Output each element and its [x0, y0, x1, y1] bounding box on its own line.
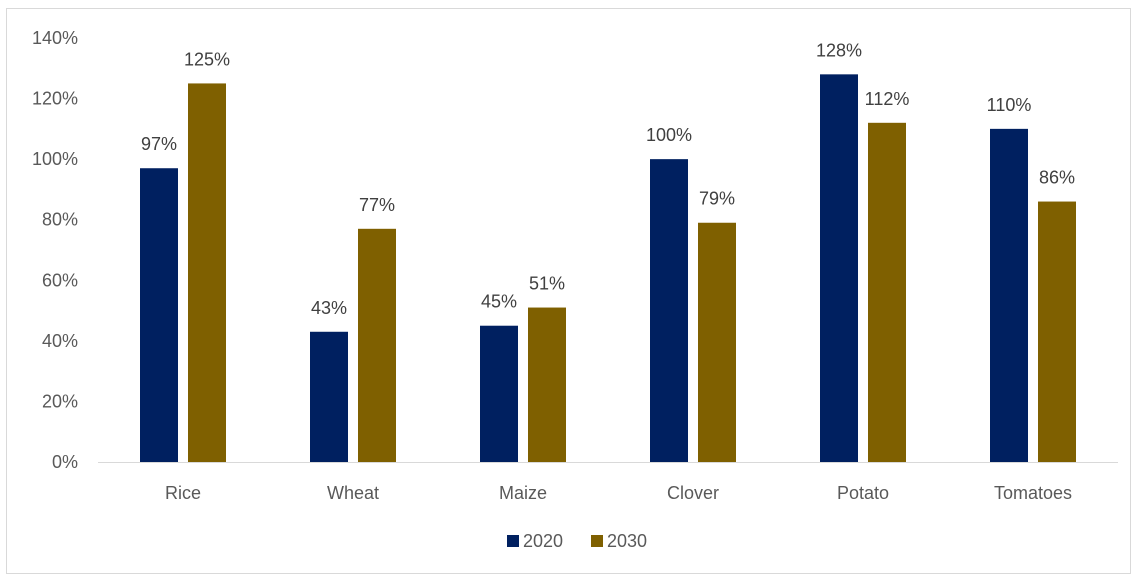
bar-2030-potato — [868, 122, 906, 463]
data-label-2020-potato: 128% — [816, 40, 862, 60]
data-labels: 97% 125% 43% 77% 45% 51% 100% 79% 128% 112% 110% 86… — [141, 40, 1075, 317]
y-tick-label: 20% — [42, 391, 78, 411]
legend-swatch-2020 — [507, 535, 519, 547]
category-labels: Rice Wheat Maize Clover Potato Tomatoes — [165, 483, 1072, 503]
data-label-2020-tomatoes: 110% — [987, 95, 1032, 115]
category-label-rice: Rice — [165, 483, 201, 503]
data-label-2020-wheat: 43% — [311, 298, 347, 318]
bar-2020-maize — [480, 325, 518, 462]
data-label-2020-clover: 100% — [646, 125, 692, 145]
y-tick-label: 80% — [42, 210, 78, 230]
data-label-2030-maize: 51% — [529, 274, 565, 294]
y-tick-label: 60% — [42, 270, 78, 290]
chart-frame — [6, 8, 1131, 574]
category-label-wheat: Wheat — [327, 483, 379, 503]
legend-label-2030: 2030 — [607, 531, 647, 551]
bar-2030-wheat — [358, 228, 396, 462]
legend-swatch-2030 — [591, 535, 603, 547]
data-label-2030-clover: 79% — [699, 189, 735, 209]
category-label-clover: Clover — [667, 483, 719, 503]
y-tick-label: 0% — [52, 452, 78, 472]
data-label-2020-rice: 97% — [141, 134, 177, 154]
legend-label-2020: 2020 — [523, 531, 563, 551]
bar-2020-tomatoes — [990, 128, 1028, 462]
bar-2030-rice — [188, 83, 226, 462]
y-tick-label: 100% — [32, 149, 78, 169]
y-tick-label: 140% — [32, 28, 78, 48]
category-label-tomatoes: Tomatoes — [994, 483, 1072, 503]
y-tick-label: 40% — [42, 331, 78, 351]
data-label-2020-maize: 45% — [481, 292, 517, 312]
legend-item-2020: 2020 — [507, 531, 563, 551]
data-label-2030-tomatoes: 86% — [1039, 168, 1075, 188]
bar-2030-clover — [698, 222, 736, 462]
data-label-2030-wheat: 77% — [359, 195, 395, 215]
bars — [140, 74, 1076, 463]
legend-item-2030: 2030 — [591, 531, 647, 551]
bar-2030-maize — [528, 307, 566, 462]
y-tick-label: 120% — [32, 89, 78, 109]
bar-2020-clover — [650, 159, 688, 462]
data-label-2030-rice: 125% — [184, 49, 230, 69]
category-label-maize: Maize — [499, 483, 547, 503]
bar-2020-wheat — [310, 331, 348, 462]
bar-2030-tomatoes — [1038, 201, 1076, 463]
bar-2020-rice — [140, 168, 178, 462]
bar-2020-potato — [820, 74, 858, 462]
category-label-potato: Potato — [837, 483, 889, 503]
data-label-2030-potato: 112% — [865, 89, 910, 109]
legend: 2020 2030 — [507, 531, 647, 551]
y-axis-ticks: 0% 20% 40% 60% 80% 100% 120% 140% — [32, 28, 78, 472]
